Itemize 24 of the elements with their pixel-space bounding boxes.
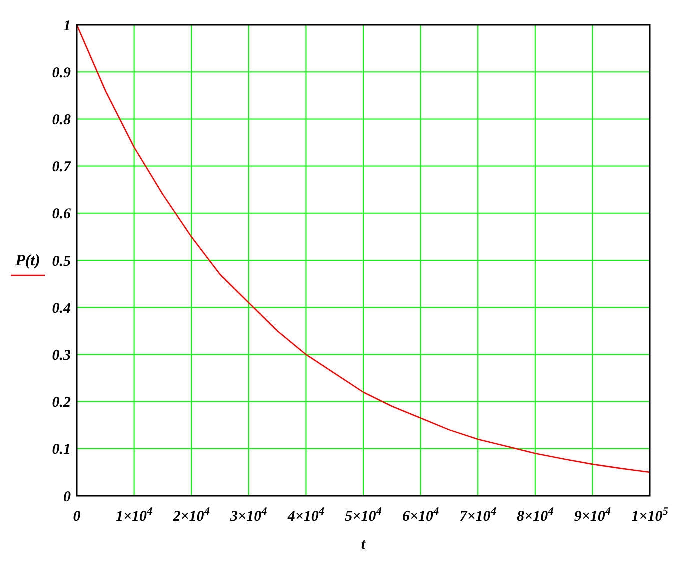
y-tick-label: 0.4 — [52, 300, 72, 317]
y-tick-label: 0.6 — [52, 206, 72, 223]
line-series — [76, 24, 651, 474]
x-tick-label: 9×10$^{4}$ — [574, 506, 612, 525]
y-tick-label: 0 — [64, 489, 72, 506]
x-axis-title: t — [361, 537, 366, 553]
y-tick-label: 0.5 — [52, 254, 72, 270]
x-tick-label: 2×10$^{4}$ — [172, 506, 210, 525]
y-tick-label: 0.9 — [52, 65, 72, 82]
x-tick-label: 3×10$^{4}$ — [230, 506, 268, 525]
x-tick-label: 1×10$^{5}$ — [632, 506, 669, 525]
y-tick-label: 0.1 — [52, 442, 71, 458]
y-axis-title: P(t) — [14, 252, 40, 270]
x-tick-label: 7×10$^{4}$ — [460, 506, 497, 525]
y-tick-label: 0.2 — [52, 395, 72, 412]
x-tick-label: 6×10$^{4}$ — [402, 506, 440, 525]
y-tick-label: 0.7 — [52, 160, 72, 176]
x-tick-label: 4×10$^{4}$ — [286, 506, 325, 525]
y-tick-label: 0.8 — [52, 112, 72, 128]
y-tick-label: 1 — [64, 18, 71, 34]
x-tick-label: 1×10$^{4}$ — [116, 506, 154, 525]
x-tick-label: 8×10$^{4}$ — [517, 506, 554, 525]
x-tick-label: 5×10$^{4}$ — [345, 506, 382, 525]
y-tick-label: 0.3 — [52, 348, 72, 364]
